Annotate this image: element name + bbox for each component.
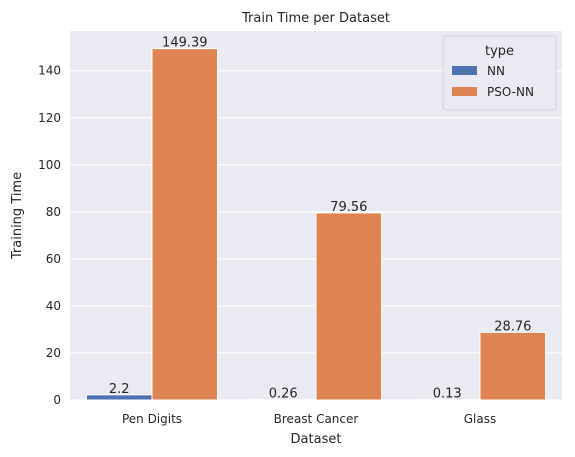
y-tick-label: 40 [46,299,61,313]
data-label: 28.76 [494,319,531,334]
data-label: 0.13 [433,387,462,402]
x-tick-label: Breast Cancer [274,412,359,426]
legend-swatch [452,66,477,75]
chart-title: Train Time per Dataset [241,11,390,26]
bar [315,212,383,401]
legend-label: NN [487,64,505,78]
data-label: 2.2 [109,382,130,397]
legend-title: type [485,44,514,59]
bars [85,48,547,401]
x-tick-labels: Pen Digits Breast Cancer Glass [122,412,496,426]
y-tick-label: 140 [38,64,61,78]
data-label: 0.26 [269,386,298,401]
data-label: 149.39 [162,36,208,51]
legend-label: PSO-NN [487,85,534,99]
x-tick-label: Glass [464,412,497,426]
y-tick-label: 0 [53,393,61,407]
x-axis-label: Dataset [291,432,342,447]
data-label: 79.56 [330,200,367,215]
y-tick-label: 20 [46,346,61,360]
y-tick-label: 120 [38,111,61,125]
legend-items: NN PSO-NN [452,64,534,99]
y-axis-label: Training Time [10,172,25,260]
x-tick-label: Pen Digits [122,412,182,426]
y-tick-label: 80 [46,205,61,219]
data-labels: 2.2 149.39 0.26 79.56 0.13 28.76 [109,36,532,402]
y-tick-label: 100 [38,158,61,172]
y-tick-labels: 0 20 40 60 80 100 120 140 [38,64,61,407]
y-tick-label: 60 [46,252,61,266]
legend: type NN PSO-NN [442,35,557,111]
bar [479,331,547,401]
legend-swatch [452,87,477,96]
bar [151,48,219,401]
